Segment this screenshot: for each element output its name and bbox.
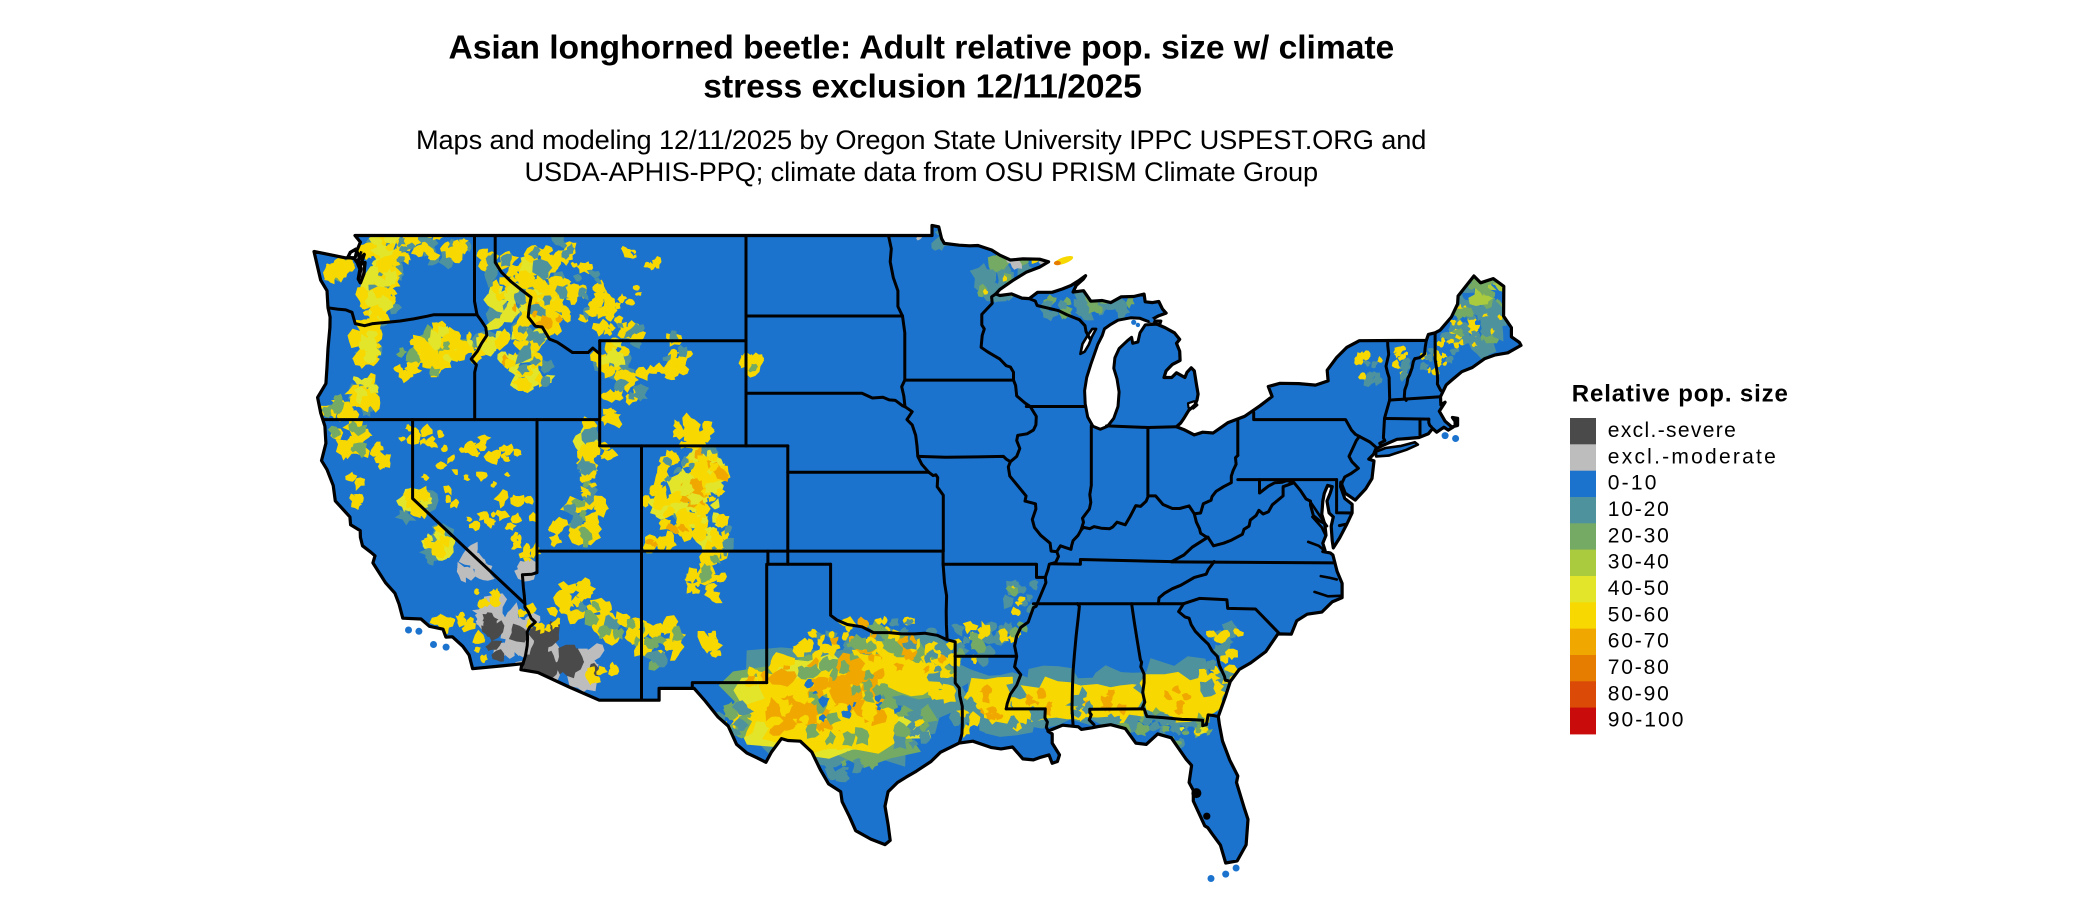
svg-text:excl.-severe: excl.-severe <box>1608 419 1736 442</box>
svg-text:excl.-moderate: excl.-moderate <box>1608 445 1776 468</box>
svg-text:60-70: 60-70 <box>1608 630 1669 653</box>
svg-text:0-10: 0-10 <box>1608 472 1657 495</box>
svg-text:50-60: 50-60 <box>1608 603 1669 626</box>
svg-text:USDA-APHIS-PPQ; climate data f: USDA-APHIS-PPQ; climate data from OSU PR… <box>525 156 1319 187</box>
svg-text:70-80: 70-80 <box>1608 656 1669 679</box>
svg-text:90-100: 90-100 <box>1608 709 1684 732</box>
svg-text:30-40: 30-40 <box>1608 551 1669 574</box>
svg-text:10-20: 10-20 <box>1608 498 1669 521</box>
svg-text:Maps and modeling 12/11/2025 b: Maps and modeling 12/11/2025 by Oregon S… <box>416 124 1426 155</box>
svg-text:stress exclusion 12/11/2025: stress exclusion 12/11/2025 <box>703 67 1142 105</box>
svg-text:20-30: 20-30 <box>1608 524 1669 547</box>
svg-text:Relative pop. size: Relative pop. size <box>1572 381 1788 408</box>
svg-text:40-50: 40-50 <box>1608 577 1669 600</box>
svg-text:80-90: 80-90 <box>1608 682 1669 705</box>
svg-text:Asian longhorned beetle: Adult: Asian longhorned beetle: Adult relative … <box>449 29 1395 67</box>
